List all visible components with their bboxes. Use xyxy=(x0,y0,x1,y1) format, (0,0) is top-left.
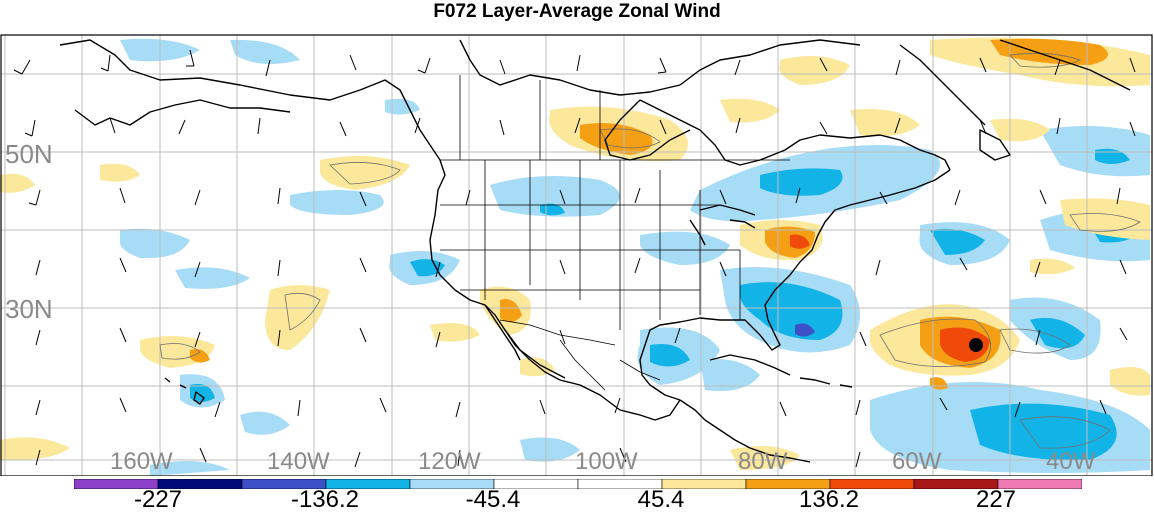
colorbar-label-5: 136.2 xyxy=(798,486,860,513)
colorbar-segment-12 xyxy=(997,479,1082,489)
colorbar-label-6: 227 xyxy=(975,486,1017,513)
wind-barbs xyxy=(13,49,1136,468)
political-boundaries xyxy=(440,75,790,391)
lat-label-30n: 30N xyxy=(5,294,53,324)
lon-label-60w: 60W xyxy=(892,448,942,475)
colorbar-label-1: -227 xyxy=(133,486,183,513)
colorbar xyxy=(74,479,1082,489)
colorbar-label-3: -45.4 xyxy=(465,486,521,513)
map-title: F072 Layer-Average Zonal Wind xyxy=(433,1,721,22)
contour-lines xyxy=(159,52,1141,449)
lon-label-160w: 160W xyxy=(110,448,173,475)
lon-label-40w: 40W xyxy=(1046,448,1096,475)
colorbar-label-4: 45.4 xyxy=(637,486,685,513)
lon-label-140w: 140W xyxy=(267,448,330,475)
lat-label-50n: 50N xyxy=(5,139,53,169)
land-outlines xyxy=(59,39,1131,463)
colorbar-label-2: -136.2 xyxy=(290,486,360,513)
lon-label-100w: 100W xyxy=(575,448,638,475)
very-strong-negative-wind-shading xyxy=(795,323,815,337)
lon-label-80w: 80W xyxy=(738,448,788,475)
wind-map xyxy=(0,34,1153,476)
graticule xyxy=(1,35,1152,476)
very-strong-positive-wind-shading xyxy=(790,234,990,362)
lon-label-120w: 120W xyxy=(418,448,481,475)
map-frame xyxy=(0,34,1153,476)
storm-center-marker xyxy=(969,338,983,352)
